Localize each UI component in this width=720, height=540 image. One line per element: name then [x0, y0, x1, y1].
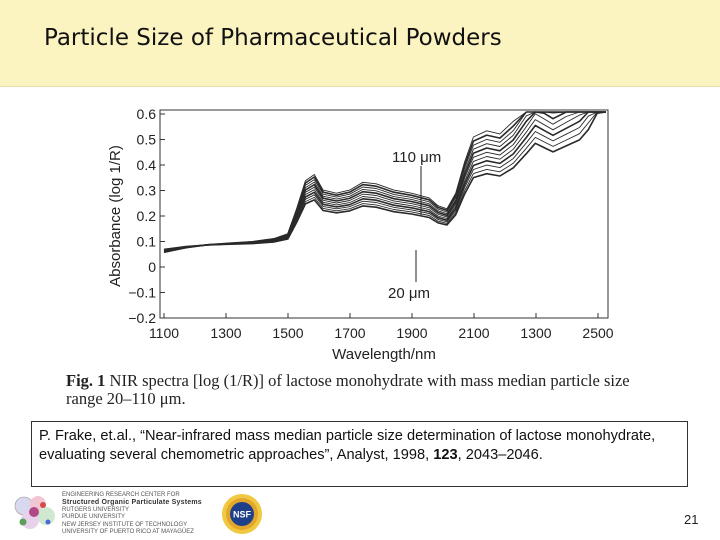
org-line-4: PURDUE UNIVERSITY	[62, 514, 126, 521]
spectrum-curve	[163, 111, 606, 253]
spectrum-curve	[163, 111, 606, 252]
x-tick-label: 1300	[520, 325, 551, 341]
sopsc-logo-icon	[14, 496, 55, 529]
spectrum-curve	[163, 111, 606, 251]
spectrum-curve	[163, 111, 606, 253]
nsf-seal-icon: NSF	[222, 494, 262, 534]
plot-frame	[159, 109, 609, 319]
x-tick-label: 2100	[458, 325, 489, 341]
seal-text: NSF	[233, 510, 252, 520]
x-axis-label: Wavelength/nm	[332, 346, 436, 363]
org-line-6: UNIVERSITY OF PUERTO RICO AT MAYAGÜEZ	[62, 529, 194, 536]
y-tick-label: 0.2	[137, 208, 157, 224]
org-line-2: Structured Organic Particulate Systems	[62, 499, 202, 507]
spectrum-curve	[163, 111, 607, 251]
org-line-1: ENGINEERING RESEARCH CENTER FOR	[62, 492, 180, 498]
citation-box: P. Frake, et.al., “Near-infrared mass me…	[31, 421, 688, 487]
x-tick-labels: 1100 1300 1500 1700 1900 2100 1300 2500	[149, 313, 614, 341]
annotation-20um: 20 μm	[388, 285, 430, 302]
spectra-lines	[163, 111, 607, 253]
spectrum-curve	[163, 111, 606, 252]
y-axis-label: Absorbance (log 1/R)	[107, 145, 124, 287]
x-tick-label: 1500	[272, 325, 303, 341]
organization-block: ENGINEERING RESEARCH CENTER FOR Structur…	[62, 492, 222, 536]
spectrum-curve	[163, 111, 606, 252]
annotation-110um: 110 μm	[392, 149, 441, 166]
nir-spectra-figure: Absorbance (log 1/R) 0.6 0.5 0.4 0.3 0.2 0.1 0…	[98, 100, 668, 418]
title-bar: Particle Size of Pharmaceutical Powders	[0, 0, 720, 87]
y-tick-label: 0.3	[137, 183, 157, 199]
spectra-plot: Absorbance (log 1/R) 0.60.50.40.30.20.10…	[107, 106, 614, 363]
org-line-5: NEW JERSEY INSTITUTE OF TECHNOLOGY	[62, 521, 188, 528]
y-tick-label: 0	[148, 259, 156, 275]
citation-text: P. Frake, et.al., “Near-infrared mass me…	[39, 428, 656, 463]
citation-volume: 123	[433, 447, 458, 463]
citation-pages: , 2043–2046.	[457, 447, 543, 463]
y-tick-label: 0.1	[137, 234, 157, 250]
page-number: 21	[684, 512, 699, 527]
y-tick-label: −0.2	[128, 310, 156, 326]
y-tick-label: 0.5	[137, 132, 157, 148]
spectrum-curve	[163, 111, 606, 252]
spectrum-curve	[163, 111, 606, 251]
y-tick-label: −0.1	[128, 285, 156, 301]
spectrum-curve	[163, 111, 606, 253]
y-tick-label: 0.4	[137, 157, 157, 173]
slide-title: Particle Size of Pharmaceutical Powders	[44, 25, 502, 51]
caption-text: NIR spectra [log (1/R)] of lactose monoh…	[66, 371, 630, 408]
y-tick-label: 0.6	[137, 106, 157, 122]
spectrum-curve	[163, 111, 606, 252]
org-line-3: RUTGERS UNIVERSITY	[62, 506, 130, 513]
y-tick-labels: 0.6 0.5 0.4 0.3 0.2 0.1 0 −0.1 −0.2	[128, 106, 165, 326]
x-tick-label: 1900	[396, 325, 427, 341]
x-tick-label: 2500	[582, 325, 613, 341]
x-tick-label: 1300	[210, 325, 241, 341]
caption-label: Fig. 1	[66, 371, 106, 390]
figure-caption: Fig. 1 NIR spectra [log (1/R)] of lactos…	[66, 372, 666, 408]
citation-year: 1998,	[388, 447, 434, 463]
x-tick-label: 1100	[149, 325, 179, 341]
x-tick-label: 1700	[334, 325, 365, 341]
